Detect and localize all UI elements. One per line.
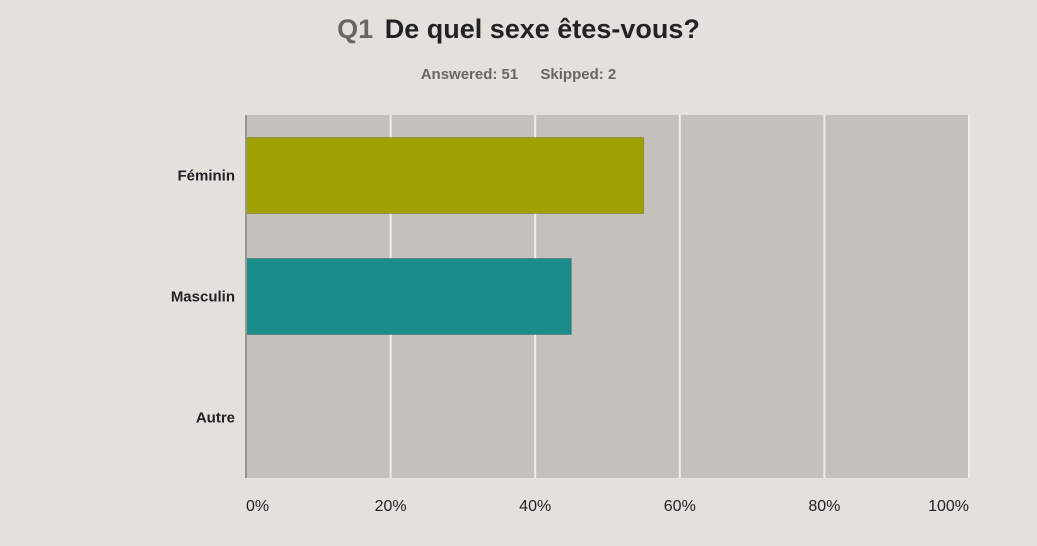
question-number: Q1 — [337, 14, 374, 44]
chart-title: Q1 De quel sexe êtes-vous? — [0, 14, 1037, 45]
answered-count: Answered: 51 — [420, 66, 519, 83]
x-tick-0: 0% — [246, 498, 269, 515]
response-stats: Answered: 51 Skipped: 2 — [0, 66, 1037, 83]
category-label-masculin: Masculin — [171, 289, 235, 306]
x-tick-80: 80% — [808, 498, 840, 515]
x-tick-60: 60% — [664, 498, 696, 515]
x-tick-20: 20% — [375, 498, 407, 515]
x-tick-40: 40% — [519, 498, 551, 515]
x-tick-labels: 0% 20% 40% 60% 80% 100% — [246, 498, 969, 515]
bar-feminin — [245, 137, 645, 214]
bar-masculin — [245, 258, 572, 335]
x-tick-100: 100% — [928, 498, 969, 515]
category-labels: Féminin Masculin Autre — [171, 168, 235, 427]
category-label-autre: Autre — [196, 410, 235, 427]
bars — [245, 137, 645, 335]
question-text: De quel sexe êtes-vous? — [384, 14, 700, 44]
category-label-feminin: Féminin — [177, 168, 235, 185]
skipped-count: Skipped: 2 — [540, 66, 617, 83]
